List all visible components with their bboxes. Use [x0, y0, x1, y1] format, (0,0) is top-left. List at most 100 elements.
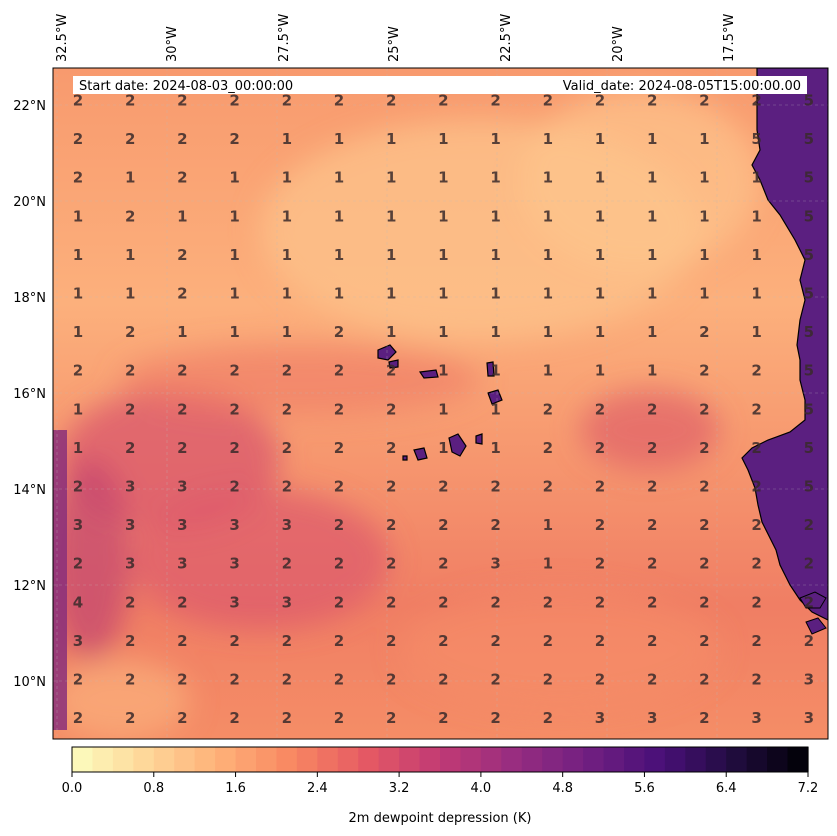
grid-value: 1: [595, 246, 605, 264]
colorbar-cell: [215, 747, 237, 772]
cape-verde-islands: [377, 344, 503, 461]
colorbar-cell: [624, 747, 646, 772]
colorbar-cell: [746, 747, 768, 772]
grid-value: 2: [73, 671, 83, 689]
lat-label-16n: 16°N: [13, 387, 46, 402]
lon-label-30w: 30°W: [165, 26, 180, 62]
map-area: 2 2 2 2 2 2 2 2 2 2 2 2 2 2 5 2 2 2 2 1 1 1 1 1 1 1 1 1 5 5 2 1 2 1 1 1 1 1 1 1…: [53, 68, 828, 739]
grid-value: 2: [282, 632, 292, 650]
grid-value: 2: [751, 632, 761, 650]
grid-value: 2: [595, 439, 605, 457]
grid-value: 2: [751, 593, 761, 611]
grid-value: 2: [595, 478, 605, 496]
grid-value: 1: [438, 400, 448, 418]
grid-value: 2: [595, 632, 605, 650]
grid-value: 1: [595, 362, 605, 380]
latitude-labels: 22°N 20°N 18°N 16°N 14°N 12°N 10°N: [13, 99, 46, 690]
colorbar-cell: [726, 747, 748, 772]
colorbar-cell: [194, 747, 216, 772]
colorbar-cell: [787, 747, 809, 772]
grid-value: 2: [177, 246, 187, 264]
grid-value: 2: [595, 92, 605, 110]
grid-value: 2: [386, 709, 396, 727]
colorbar-cell: [174, 747, 196, 772]
grid-value: 2: [334, 671, 344, 689]
grid-value: 2: [125, 130, 135, 148]
grid-value: 2: [751, 516, 761, 534]
grid-value: 2: [595, 555, 605, 573]
grid-value: 2: [386, 593, 396, 611]
grid-value: 1: [647, 362, 657, 380]
grid-value: 2: [751, 92, 761, 110]
grid-value: 3: [125, 516, 135, 534]
grid-value: 2: [73, 169, 83, 187]
grid-value: 1: [543, 246, 553, 264]
grid-value: 2: [647, 516, 657, 534]
grid-value: 3: [490, 555, 500, 573]
lon-label-25w: 25°W: [387, 26, 402, 62]
grid-value: 2: [177, 671, 187, 689]
grid-value: 1: [229, 207, 239, 225]
grid-value: 2: [438, 92, 448, 110]
colorbar-cell: [256, 747, 278, 772]
grid-value: 1: [699, 169, 709, 187]
grid-value: 2: [804, 516, 814, 534]
grid-value: 2: [386, 362, 396, 380]
grid-value: 2: [438, 632, 448, 650]
grid-value: 1: [282, 169, 292, 187]
grid-value: 1: [73, 400, 83, 418]
grid-value: 1: [647, 323, 657, 341]
grid-value: 1: [125, 285, 135, 303]
grid-value: 2: [177, 169, 187, 187]
colorbar-cell: [460, 747, 482, 772]
grid-value: 1: [647, 246, 657, 264]
grid-value: 2: [647, 632, 657, 650]
colorbar-cell: [72, 747, 94, 772]
colorbar-cell: [378, 747, 400, 772]
grid-value: 1: [73, 285, 83, 303]
colorbar-cell: [399, 747, 421, 772]
grid-value: 1: [438, 246, 448, 264]
coastal-island: [805, 617, 827, 635]
grid-value: 2: [647, 555, 657, 573]
grid-value: 1: [73, 246, 83, 264]
colorbar-tick-label: 1.6: [225, 781, 246, 796]
grid-value: 1: [490, 169, 500, 187]
grid-value: 2: [490, 671, 500, 689]
grid-value: 3: [804, 709, 814, 727]
grid-value: 2: [177, 400, 187, 418]
grid-value: 2: [125, 709, 135, 727]
grid-value: 1: [490, 246, 500, 264]
grid-value: 2: [386, 400, 396, 418]
lon-label-32-5w: 32.5°W: [55, 14, 70, 62]
grid-value: 2: [229, 439, 239, 457]
colorbar-label: 2m dewpoint depression (K): [349, 811, 532, 826]
grid-value: 2: [699, 478, 709, 496]
grid-value: 1: [751, 246, 761, 264]
colorbar-cell: [583, 747, 605, 772]
grid-value: 1: [438, 362, 448, 380]
grid-value: 2: [595, 400, 605, 418]
grid-value: 2: [386, 555, 396, 573]
grid-value: 3: [647, 709, 657, 727]
colorbar-tick-label: 3.2: [389, 781, 410, 796]
grid-value: 2: [595, 671, 605, 689]
grid-value: 1: [229, 246, 239, 264]
grid-value: 2: [438, 516, 448, 534]
grid-value: 2: [751, 362, 761, 380]
grid-value: 2: [647, 671, 657, 689]
colorbar-cells: [72, 747, 809, 772]
colorbar-cell: [92, 747, 114, 772]
colorbar-cell: [480, 747, 502, 772]
grid-value: 2: [73, 130, 83, 148]
grid-value: 2: [229, 632, 239, 650]
grid-value: 2: [125, 593, 135, 611]
lon-label-22-5w: 22.5°W: [499, 14, 514, 62]
grid-value: 3: [177, 478, 187, 496]
grid-value: 1: [438, 439, 448, 457]
grid-value: 2: [751, 400, 761, 418]
lat-label-12n: 12°N: [13, 579, 46, 594]
grid-value: 1: [229, 285, 239, 303]
grid-value: 1: [438, 169, 448, 187]
grid-value: 2: [229, 709, 239, 727]
